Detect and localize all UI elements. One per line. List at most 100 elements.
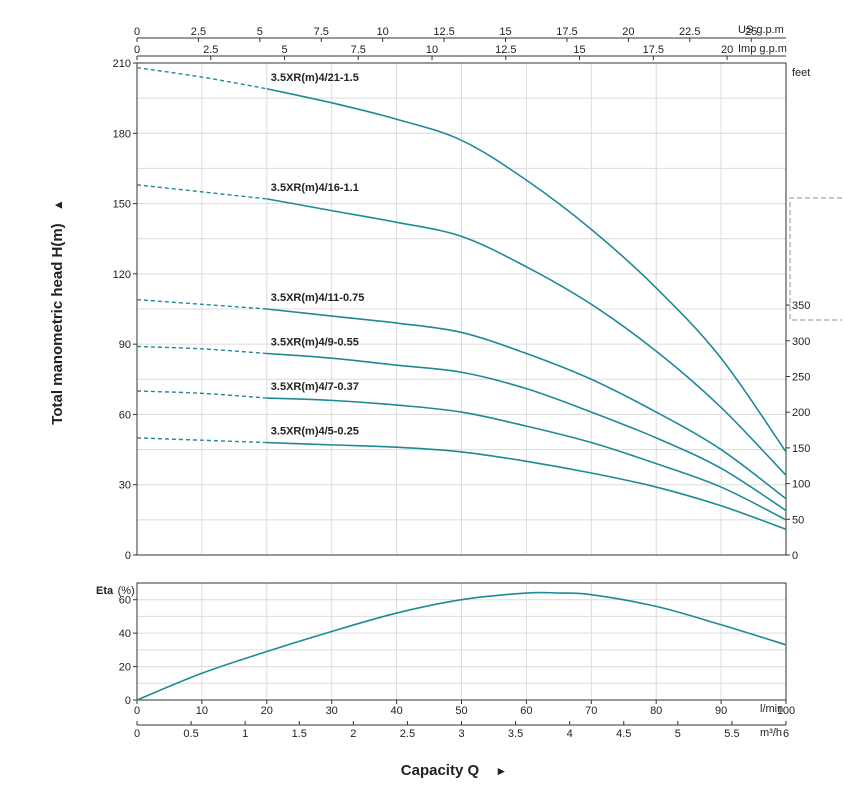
m3h-tick-label: 2.5 (400, 728, 415, 740)
feet-tick-label: 200 (792, 407, 810, 419)
m3h-tick-label: 5.5 (724, 728, 739, 740)
head-axis-title: Total manometric head H(m) ▲ (49, 199, 66, 424)
head-curve-dashed-segment (136, 345, 267, 355)
imp-gpm-tick-label: 17.5 (643, 44, 664, 56)
imp-gpm-tick-label: 20 (721, 44, 733, 56)
lmin-axis: 0 10 20 30 40 50 60 70 80 90 100 (134, 700, 795, 717)
head-chart-grid (137, 63, 787, 555)
series-label: 3.5XR(m)4/5-0.25 (271, 426, 359, 438)
m3h-tick-label: 3.5 (508, 728, 523, 740)
head-curve-dashed-segment (136, 298, 267, 310)
lmin-tick-label: 20 (261, 705, 273, 717)
us-gpm-axis: 0 2.5 5 7.5 10 12.5 15 17.5 20 22.5 25 (134, 26, 757, 42)
us-gpm-tick-label: 12.5 (433, 26, 454, 38)
efficiency-line (136, 591, 787, 701)
y-tick-label: 180 (113, 128, 131, 140)
imp-gpm-tick-label: 12.5 (495, 44, 516, 56)
lmin-tick-label: 60 (520, 705, 532, 717)
head-curve-dashed-segment (136, 66, 267, 90)
imp-gpm-axis: 0 2.5 5 7.5 10 12.5 15 17.5 20 (134, 44, 733, 60)
us-gpm-tick-label: 5 (257, 26, 263, 38)
efficiency-curve (136, 591, 787, 701)
y-tick-label: 0 (125, 550, 131, 562)
us-gpm-unit-label: US g.p.m (738, 24, 784, 36)
feet-tick-label: 350 (792, 300, 810, 312)
lmin-unit-label: l/min (760, 703, 783, 715)
imp-gpm-tick-label: 15 (573, 44, 585, 56)
capacity-axis-title-marker: ► (495, 764, 507, 778)
imp-gpm-tick-label: 2.5 (203, 44, 218, 56)
series-label: 3.5XR(m)4/16-1.1 (271, 182, 359, 194)
us-gpm-tick-label: 7.5 (314, 26, 329, 38)
eta-label: Eta (96, 585, 114, 597)
m3h-tick-label: 1.5 (292, 728, 307, 740)
us-gpm-tick-label: 2.5 (191, 26, 206, 38)
feet-tick-label: 100 (792, 479, 810, 491)
us-gpm-tick-label: 22.5 (679, 26, 700, 38)
head-curve (266, 198, 787, 476)
y-tick-label: 90 (119, 339, 131, 351)
head-curve (266, 352, 787, 512)
m3h-axis: 0 0.5 1 1.5 2 2.5 3 3.5 4 4.5 5 5.5 6 (134, 721, 789, 740)
us-gpm-tick-label: 10 (377, 26, 389, 38)
head-curve (266, 308, 787, 500)
y-tick-label: 150 (113, 199, 131, 211)
lmin-tick-label: 100 (777, 705, 795, 717)
feet-tick-label: 300 (792, 336, 810, 348)
feet-tick-label: 0 (792, 550, 798, 562)
lmin-tick-label: 10 (196, 705, 208, 717)
feet-unit-label: feet (792, 67, 810, 79)
m3h-tick-label: 0 (134, 728, 140, 740)
eta-axis-label: Eta (%) (96, 581, 135, 598)
eta-tick-label: 60 (119, 595, 131, 607)
imp-gpm-tick-label: 5 (281, 44, 287, 56)
series-label: 3.5XR(m)4/11-0.75 (271, 292, 365, 304)
head-axis-title-text: Total manometric head H(m) (49, 223, 66, 424)
head-curve-dashed-segment (136, 390, 267, 399)
imp-gpm-tick-label: 10 (426, 44, 438, 56)
us-gpm-tick-label: 0 (134, 26, 140, 38)
y-tick-label: 60 (119, 409, 131, 421)
us-gpm-tick-label: 15 (499, 26, 511, 38)
head-curve (266, 87, 787, 453)
series-label: 3.5XR(m)4/21-1.5 (271, 72, 359, 84)
imp-gpm-tick-label: 7.5 (351, 44, 366, 56)
lmin-tick-label: 70 (585, 705, 597, 717)
imp-gpm-tick-label: 0 (134, 44, 140, 56)
eta-tick-label: 0 (125, 695, 131, 707)
head-curve (266, 441, 787, 530)
m3h-tick-label: 4 (567, 728, 573, 740)
us-gpm-tick-label: 17.5 (556, 26, 577, 38)
eta-y-axis: 0 20 40 60 (119, 595, 137, 707)
m3h-tick-label: 1 (242, 728, 248, 740)
imp-gpm-unit-label: Imp g.p.m (738, 43, 787, 55)
m3h-tick-label: 3 (458, 728, 464, 740)
y-tick-label: 30 (119, 480, 131, 492)
lmin-tick-label: 40 (390, 705, 402, 717)
us-gpm-tick-label: 20 (622, 26, 634, 38)
series-label: 3.5XR(m)4/9-0.55 (271, 337, 359, 349)
lmin-tick-label: 50 (455, 705, 467, 717)
m3h-unit-label: m³/h (760, 727, 782, 739)
lmin-tick-label: 30 (326, 705, 338, 717)
eta-tick-label: 40 (119, 628, 131, 640)
series-labels: 3.5XR(m)4/21-1.5 3.5XR(m)4/16-1.1 3.5XR(m)… (271, 72, 365, 438)
head-curves (136, 66, 787, 530)
dashed-bracket-decoration (789, 197, 842, 321)
head-right-axis: 0 50 100 150 200 250 300 350 (786, 300, 810, 562)
m3h-tick-label: 2 (350, 728, 356, 740)
y-tick-label: 210 (113, 58, 131, 70)
head-y-axis: 0 30 60 90 120 150 180 210 (113, 58, 137, 562)
capacity-axis-title-text: Capacity Q (401, 762, 480, 779)
head-curve (266, 397, 787, 521)
feet-tick-label: 50 (792, 514, 804, 526)
eta-chart-grid (137, 583, 787, 700)
eta-unit: (%) (118, 585, 135, 597)
head-curve-dashed-segment (136, 437, 267, 444)
m3h-tick-label: 5 (675, 728, 681, 740)
lmin-tick-label: 80 (650, 705, 662, 717)
us-gpm-tick-label: 25 (745, 26, 757, 38)
lmin-tick-label: 0 (134, 705, 140, 717)
head-curve-dashed-segment (136, 184, 267, 200)
